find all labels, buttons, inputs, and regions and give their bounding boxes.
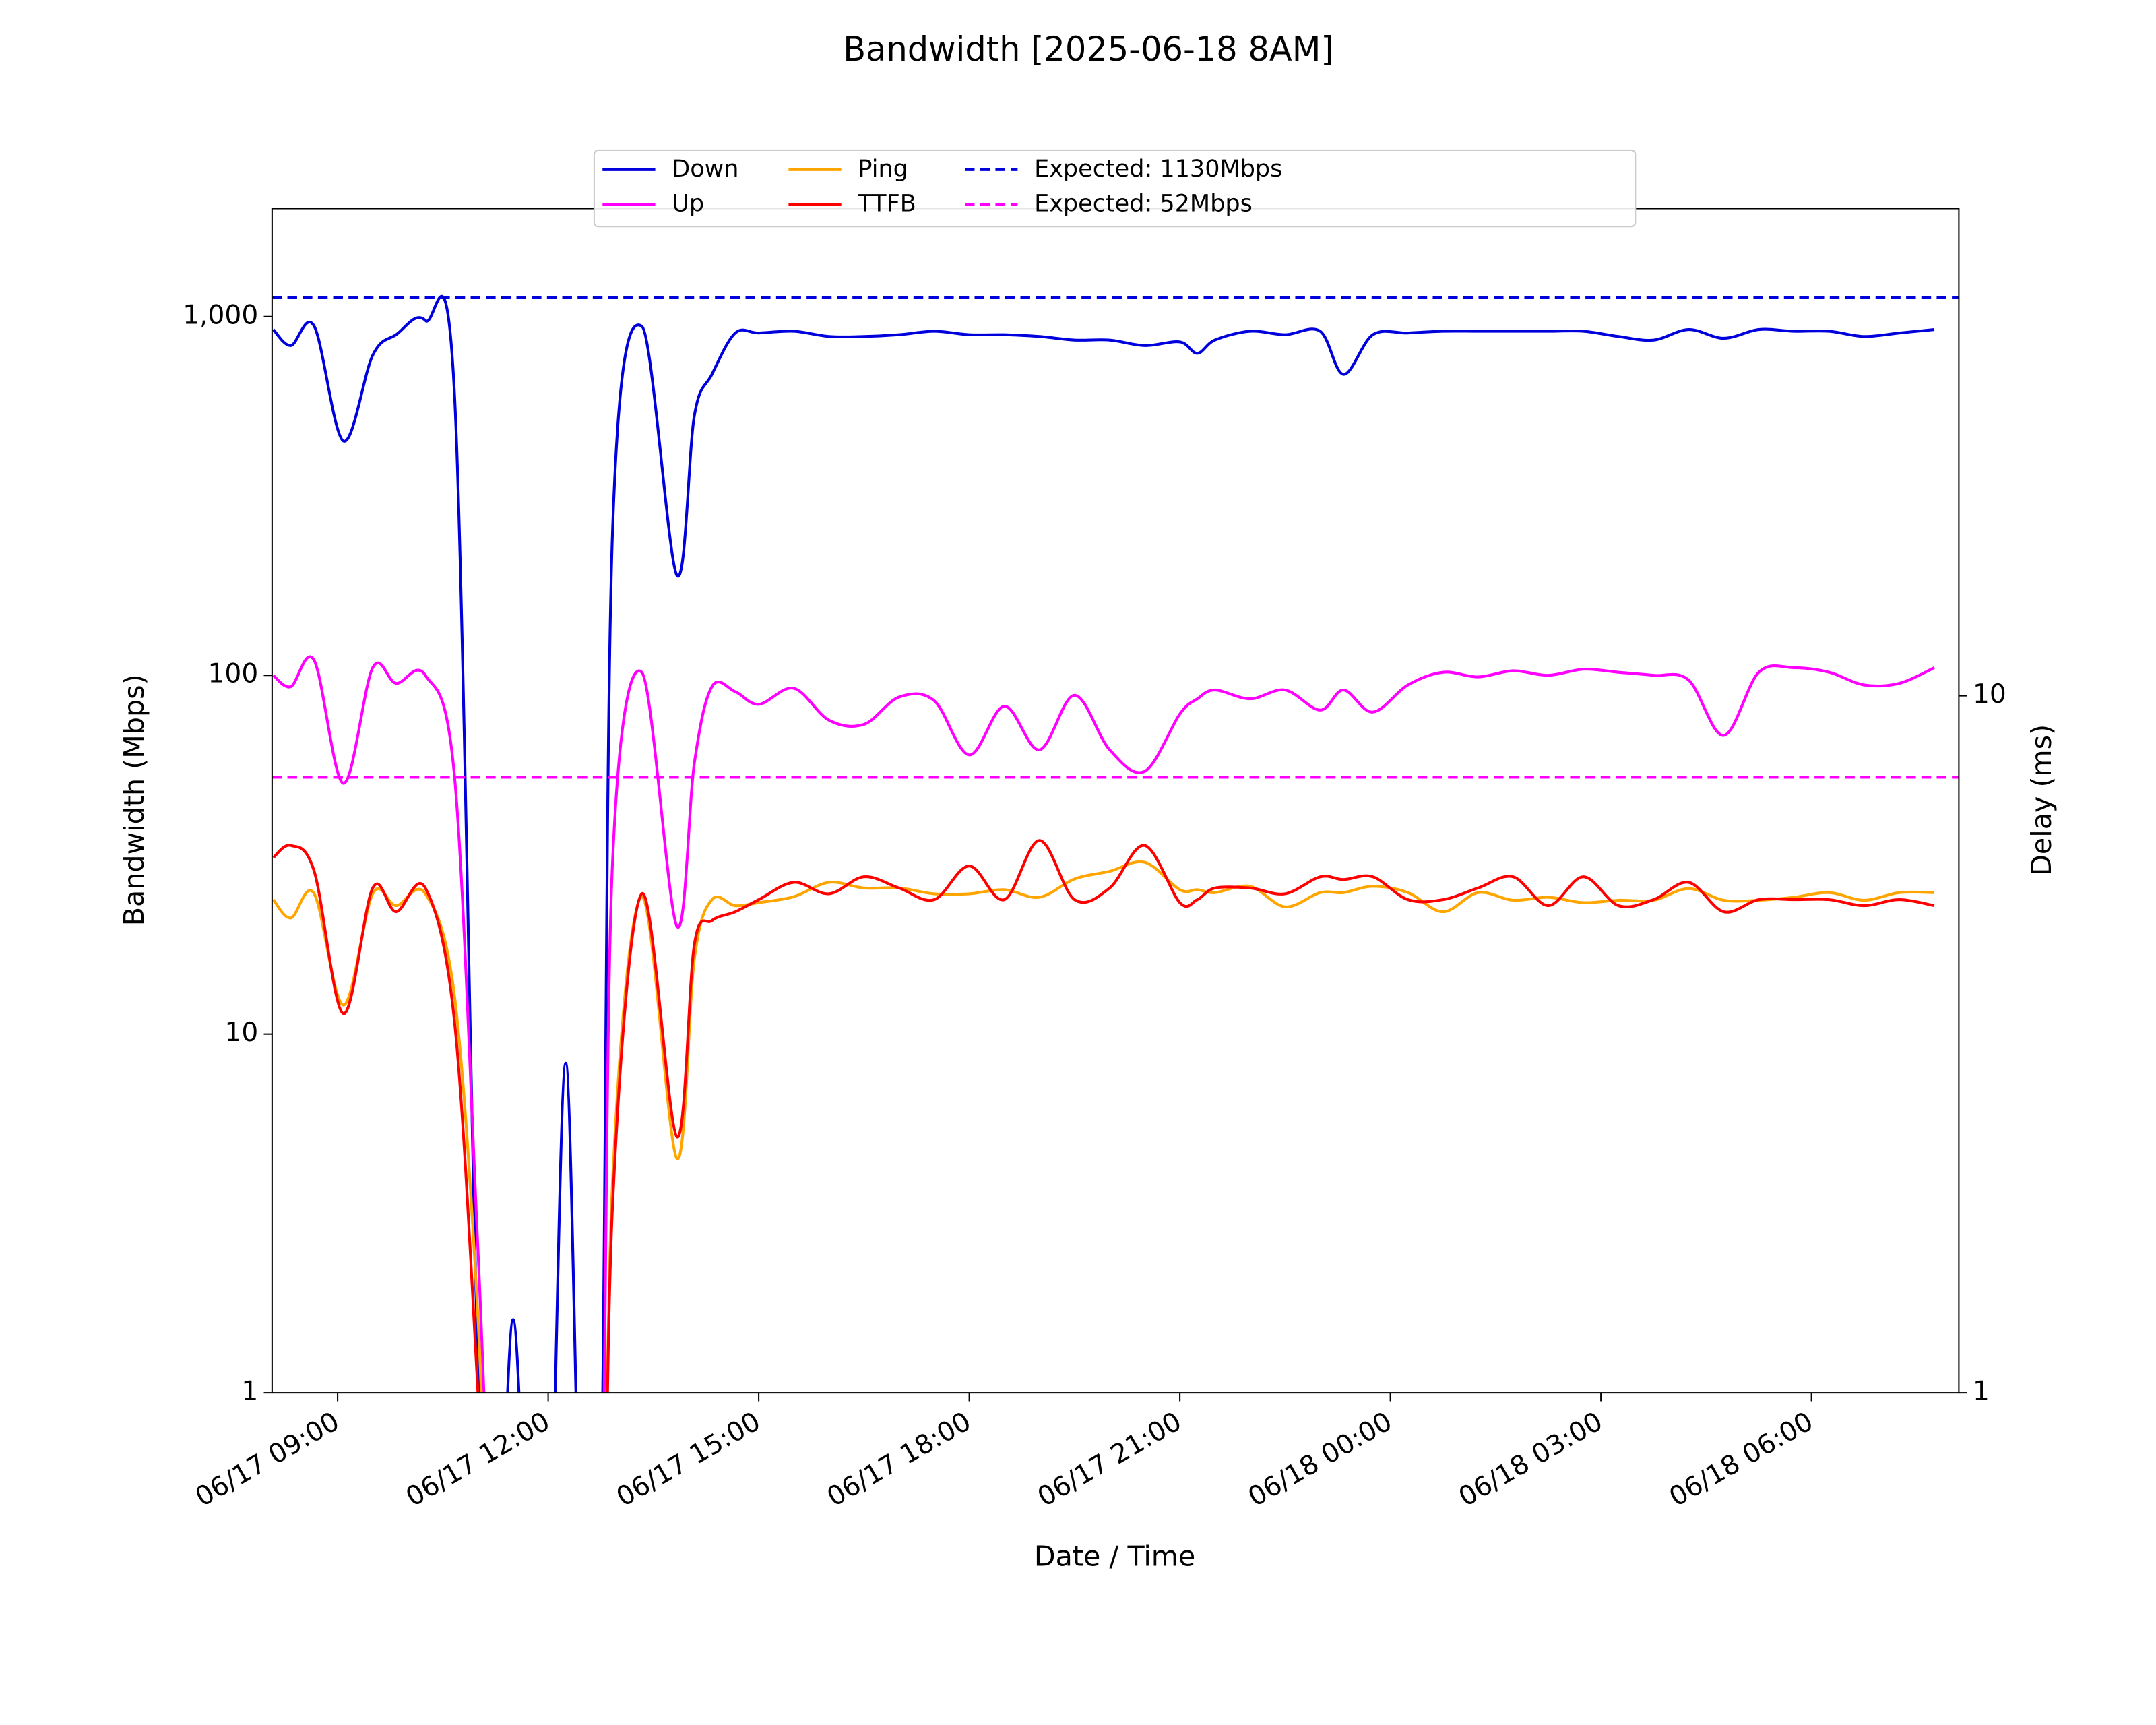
legend-label: TTFB [857, 189, 916, 217]
y-tick-label: 10 [224, 1017, 258, 1048]
axes-frame [271, 208, 1960, 1394]
chart-title: Bandwidth [2025-06-18 8AM] [843, 30, 1333, 69]
x-tick-label: 06/17 12:00 [401, 1406, 555, 1513]
legend-label: Up [672, 189, 704, 217]
legend-label: Expected: 1130Mbps [1034, 155, 1282, 183]
x-tick-label: 06/18 06:00 [1664, 1406, 1818, 1513]
x-tick-label: 06/17 15:00 [612, 1406, 766, 1513]
legend-box [593, 149, 1637, 228]
x-axis-label: Date / Time [1034, 1540, 1195, 1572]
y-tick-label: 1 [241, 1377, 258, 1407]
legend-label: Expected: 52Mbps [1034, 189, 1253, 217]
x-tick-label: 06/18 00:00 [1243, 1406, 1397, 1513]
x-tick-label: 06/18 03:00 [1454, 1406, 1608, 1513]
y-axis-label: Bandwidth (Mbps) [118, 674, 150, 926]
x-tick-label: 06/17 18:00 [822, 1406, 976, 1513]
y2-tick-label: 10 [1973, 679, 2006, 710]
y-tick-label: 1,000 [183, 300, 258, 330]
y2-axis-label: Delay (ms) [2025, 724, 2058, 876]
series-line [272, 655, 1935, 1393]
plot-area [272, 294, 1959, 1393]
legend: Down Up Ping TTFB Expected: 1130Mbps Expected… [593, 149, 1637, 228]
series-line [272, 860, 1934, 1393]
legend-label: Ping [858, 155, 908, 183]
series-line [272, 839, 1935, 1393]
x-tick-label: 06/17 21:00 [1033, 1406, 1187, 1513]
x-tick-label: 06/17 09:00 [191, 1406, 345, 1513]
legend-label: Down [672, 155, 738, 183]
y-tick-label: 100 [208, 659, 259, 689]
y2-tick-label: 1 [1973, 1377, 1990, 1407]
